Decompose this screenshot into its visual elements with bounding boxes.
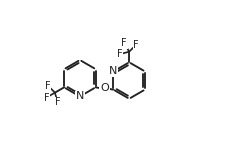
Text: O: O bbox=[100, 83, 109, 94]
Text: F: F bbox=[117, 49, 122, 59]
Text: F: F bbox=[44, 93, 49, 103]
Text: N: N bbox=[109, 66, 118, 76]
Text: F: F bbox=[122, 38, 127, 48]
Text: F: F bbox=[55, 97, 60, 107]
Text: F: F bbox=[133, 40, 139, 50]
Text: F: F bbox=[45, 81, 51, 91]
Text: N: N bbox=[76, 91, 84, 101]
